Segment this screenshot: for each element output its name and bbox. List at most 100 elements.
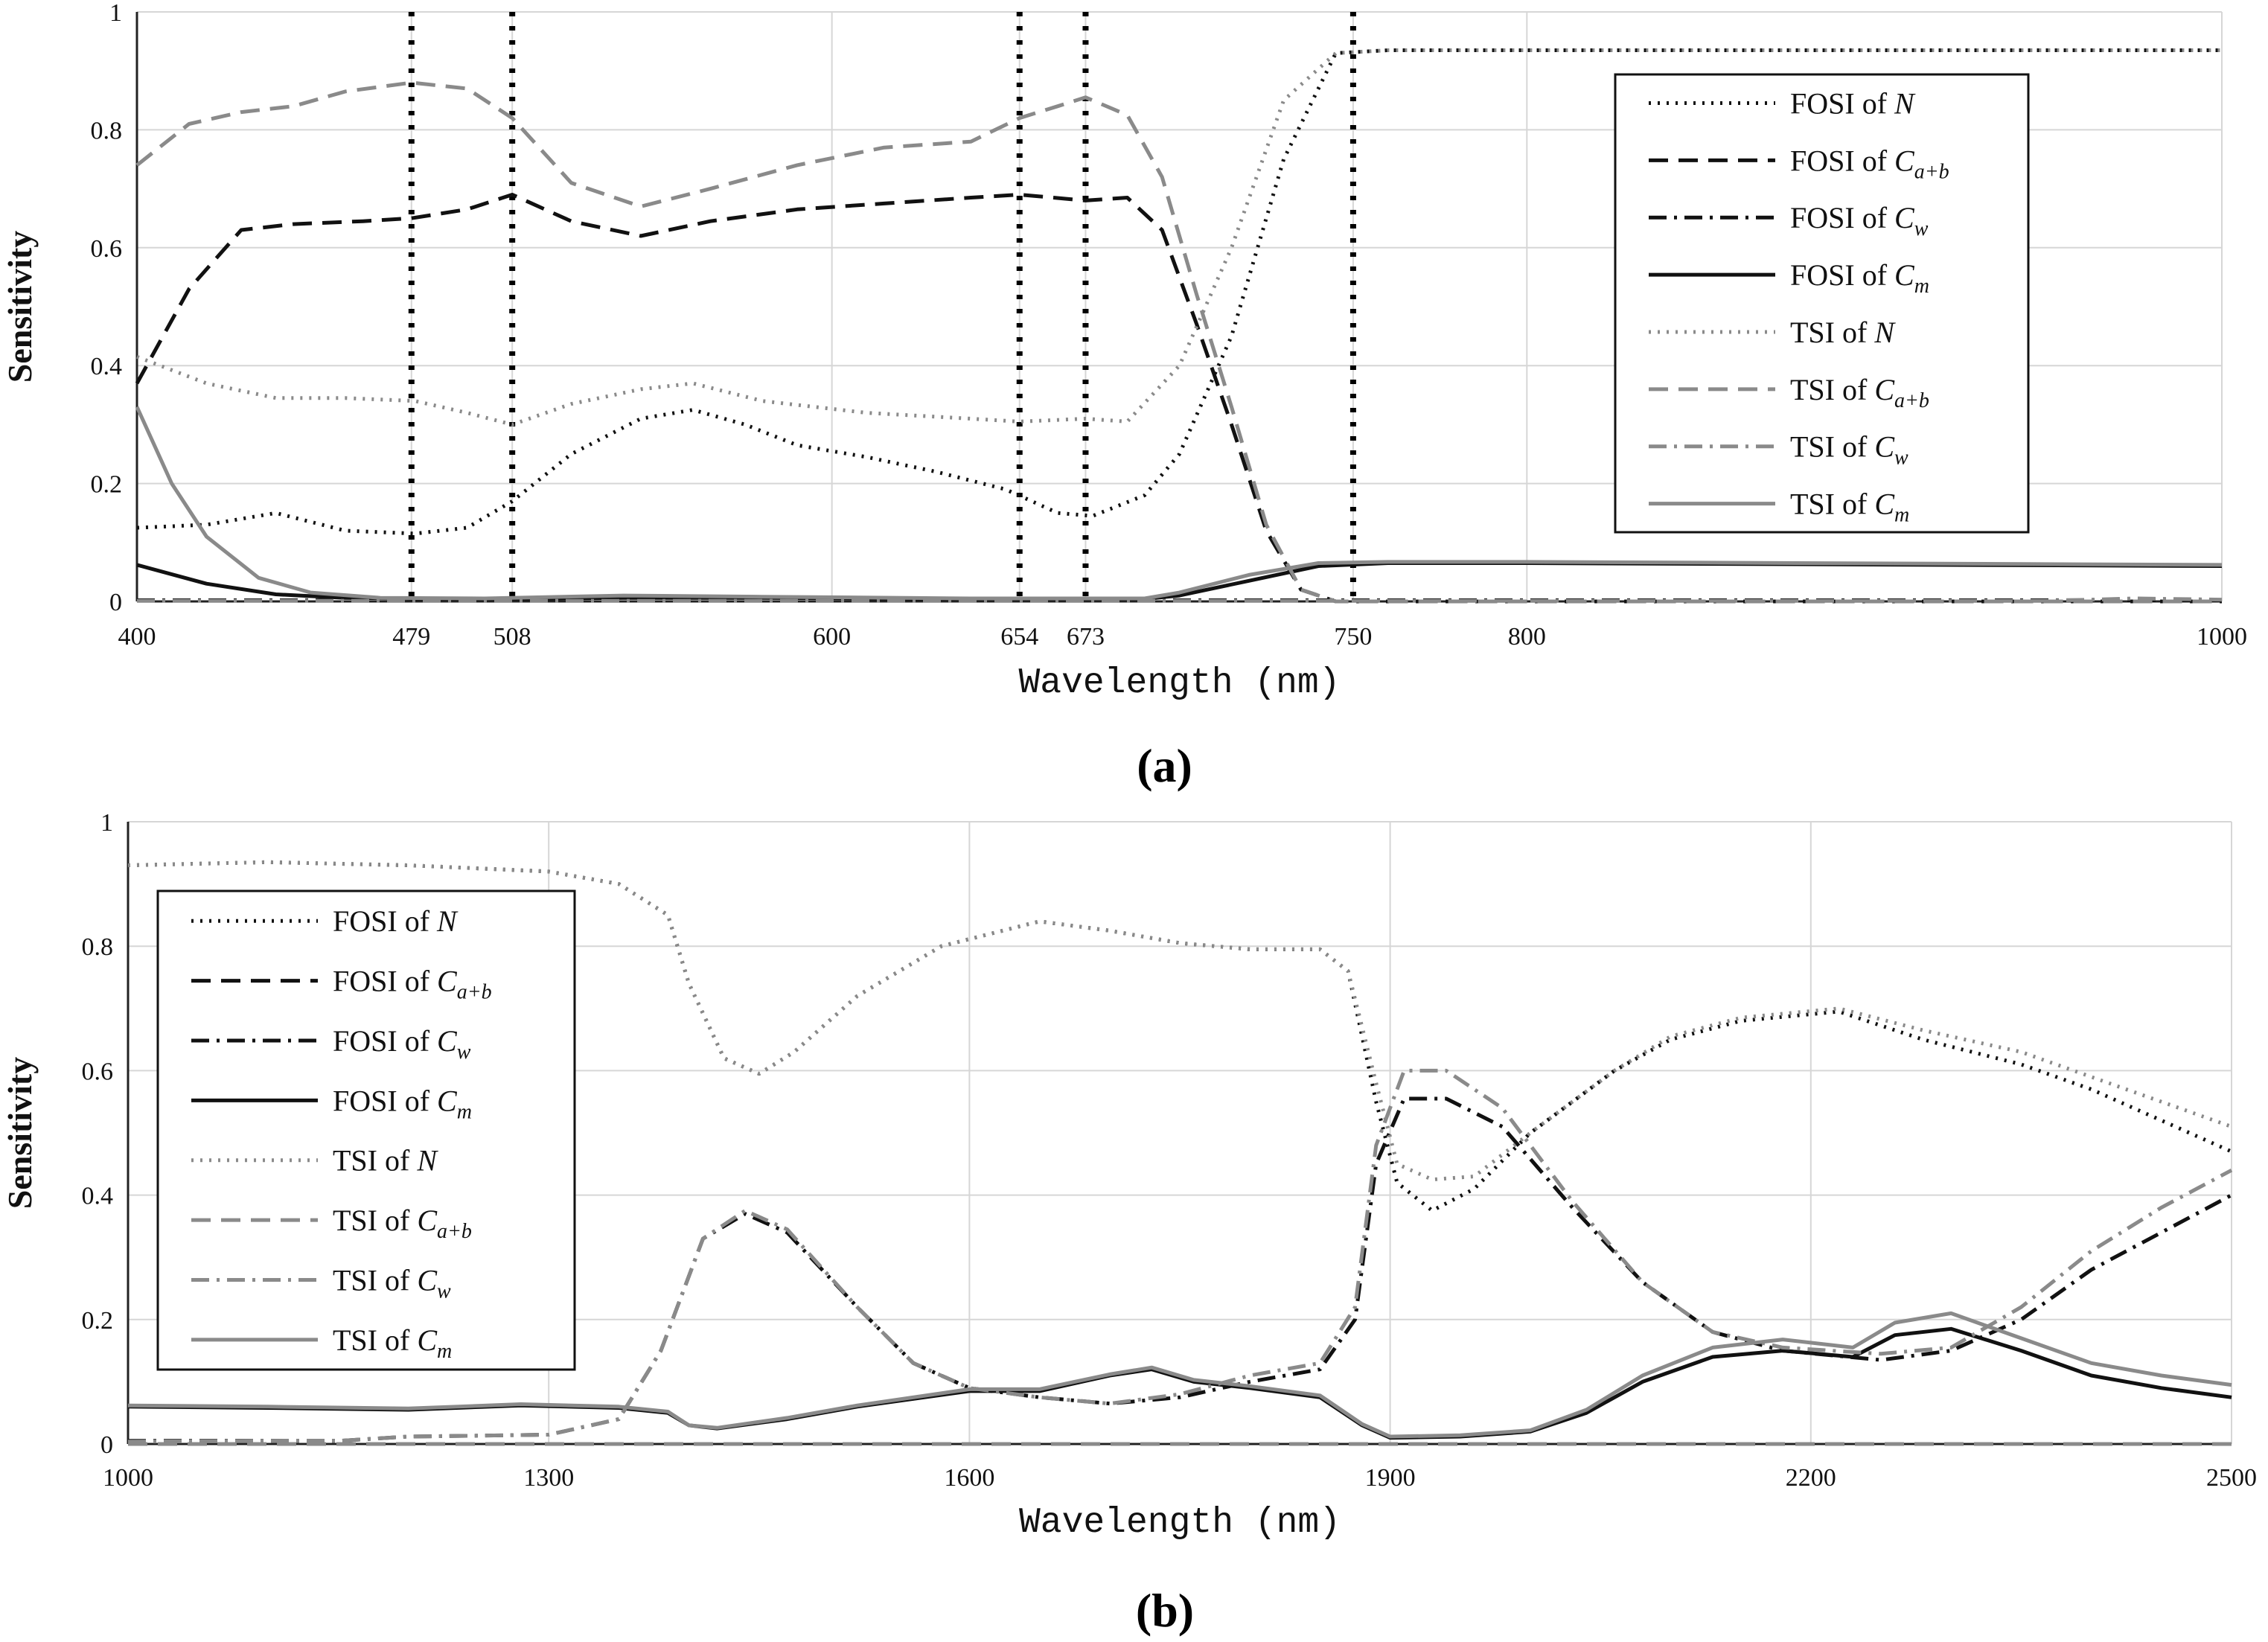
y-tick-label: 0 xyxy=(109,589,122,616)
x-tick-label: 750 xyxy=(1334,623,1372,651)
legend-prefix: FOSI of xyxy=(333,965,430,998)
panel-label-close: ) xyxy=(1178,1584,1194,1637)
legend-subscript: m xyxy=(457,1100,472,1123)
x-tick-label: 1600 xyxy=(944,1464,994,1492)
legend-subscript: w xyxy=(1914,217,1929,240)
series-line-tsi_cab xyxy=(135,80,2222,604)
legend-variable: C xyxy=(417,1204,438,1237)
legend-label-tsi_cab: TSI of Ca+b xyxy=(333,1204,472,1243)
legend-subscript: m xyxy=(437,1340,452,1363)
panel-label-close: ) xyxy=(1177,739,1192,792)
y-tick-label: 0.4 xyxy=(82,1183,114,1210)
y-tick-label: 0.4 xyxy=(91,353,123,380)
x-tick-label: 1000 xyxy=(103,1464,153,1492)
legend-subscript: a+b xyxy=(1894,389,1929,412)
legend-label-tsi_cm: TSI of Cm xyxy=(333,1323,452,1363)
legend-subscript: m xyxy=(1894,504,1909,527)
x-tick-label: 508 xyxy=(493,623,531,651)
legend-subscript: w xyxy=(1894,447,1908,470)
legend-prefix: TSI of xyxy=(1790,430,1868,464)
legend-variable: C xyxy=(417,1263,438,1297)
legend-label-tsi_cw: TSI of Cw xyxy=(333,1263,451,1303)
legend-prefix: TSI of xyxy=(1790,316,1868,349)
legend-label-fosi_n: FOSI of N xyxy=(333,904,459,938)
legend-variable: N xyxy=(436,904,459,938)
legend-variable: N xyxy=(1894,86,1916,120)
legend-variable: C xyxy=(1874,488,1895,521)
y-tick-label: 0.8 xyxy=(82,933,114,961)
legend-label-fosi_cw: FOSI of Cw xyxy=(333,1024,471,1064)
panel-label: (a) xyxy=(1137,739,1192,792)
legend-variable: N xyxy=(416,1144,438,1178)
y-tick-label: 1 xyxy=(109,0,122,27)
legend-prefix: FOSI of xyxy=(333,1024,430,1058)
panel-label-open: ( xyxy=(1137,739,1152,792)
y-axis-title: Sensitivity xyxy=(1,1057,39,1209)
x-tick-label: 1900 xyxy=(1365,1464,1416,1492)
legend-prefix: FOSI of xyxy=(1790,86,1888,120)
legend-variable: N xyxy=(1874,316,1896,349)
legend-variable: C xyxy=(437,1024,458,1058)
x-tick-label: 400 xyxy=(118,623,156,651)
legend-variable: C xyxy=(1894,201,1915,234)
legend-label-fosi_cm: FOSI of Cm xyxy=(333,1084,472,1123)
legend-prefix: FOSI of xyxy=(1790,258,1888,292)
series-line-tsi_cw xyxy=(137,596,2223,603)
panel-label: (b) xyxy=(1136,1584,1194,1637)
legend-variable: C xyxy=(437,965,458,998)
x-axis-title: Wavelength (nm) xyxy=(1018,663,1340,703)
chart-panel-a: 0 0.2 0.4 0.6 0.8 1 400 479 508 600 654 673 750 800 10… xyxy=(1,0,2247,792)
panel-label-letter: b xyxy=(1151,1584,1178,1637)
chart-panel-b: 0 0.2 0.4 0.6 0.8 1 1000 1300 1600 1900 2200 2500 Wa… xyxy=(1,809,2257,1637)
legend-label-tsi_n: TSI of N xyxy=(1790,316,1896,349)
legend-box xyxy=(1614,73,2030,534)
legend-label-tsi_cab: TSI of Ca+b xyxy=(1790,373,1929,412)
legend-label-fosi_n: FOSI of N xyxy=(1790,86,1916,120)
legend-label-fosi_cw: FOSI of Cw xyxy=(1790,201,1929,240)
x-axis-title: Wavelength (nm) xyxy=(1019,1503,1341,1543)
panel-label-letter: a xyxy=(1153,739,1177,792)
legend-variable: C xyxy=(437,1084,458,1117)
x-tick-label: 1300 xyxy=(523,1464,574,1492)
legend-subscript: a+b xyxy=(457,981,492,1004)
legend-subscript: a+b xyxy=(437,1220,472,1243)
legend-variable: C xyxy=(1894,144,1915,177)
y-tick-label: 1 xyxy=(100,809,113,837)
legend-prefix: FOSI of xyxy=(1790,144,1888,177)
legend-label-tsi_cm: TSI of Cm xyxy=(1790,488,1909,527)
legend-prefix: TSI of xyxy=(1790,373,1868,406)
x-tick-label: 673 xyxy=(1067,623,1105,651)
panel-label-open: ( xyxy=(1136,1584,1151,1637)
legend-prefix: FOSI of xyxy=(1790,201,1888,234)
x-tick-label: 600 xyxy=(813,623,851,651)
legend-prefix: TSI of xyxy=(333,1204,410,1237)
legend-prefix: TSI of xyxy=(333,1323,410,1357)
y-tick-label: 0 xyxy=(100,1431,113,1459)
series-line-tsi_cm xyxy=(135,406,2223,601)
legend-prefix: TSI of xyxy=(1790,488,1868,521)
legend-variable: C xyxy=(1874,373,1895,406)
legend-label-tsi_cw: TSI of Cw xyxy=(1790,430,1908,470)
x-tick-label: 800 xyxy=(1508,623,1546,651)
legend-variable: C xyxy=(417,1323,438,1357)
series-line-fosi_cw xyxy=(128,1096,2233,1443)
legend-label-tsi_n: TSI of N xyxy=(333,1144,438,1178)
y-tick-label: 0.2 xyxy=(91,471,123,499)
legend-variable: C xyxy=(1874,430,1895,464)
y-tick-label: 0.6 xyxy=(82,1058,114,1085)
legend-prefix: FOSI of xyxy=(333,1084,430,1117)
legend-subscript: m xyxy=(1914,275,1929,298)
legend-prefix: TSI of xyxy=(333,1144,410,1178)
x-tick-label: 479 xyxy=(392,623,430,651)
x-tick-label: 2200 xyxy=(1786,1464,1836,1492)
legend-subscript: a+b xyxy=(1914,160,1949,183)
x-tick-label: 1000 xyxy=(2197,623,2247,651)
legend-prefix: FOSI of xyxy=(333,904,430,938)
y-axis-title: Sensitivity xyxy=(1,231,39,383)
legend-box xyxy=(156,889,576,1371)
x-tick-label: 2500 xyxy=(2206,1464,2257,1492)
series-line-tsi_n xyxy=(127,860,2232,1182)
